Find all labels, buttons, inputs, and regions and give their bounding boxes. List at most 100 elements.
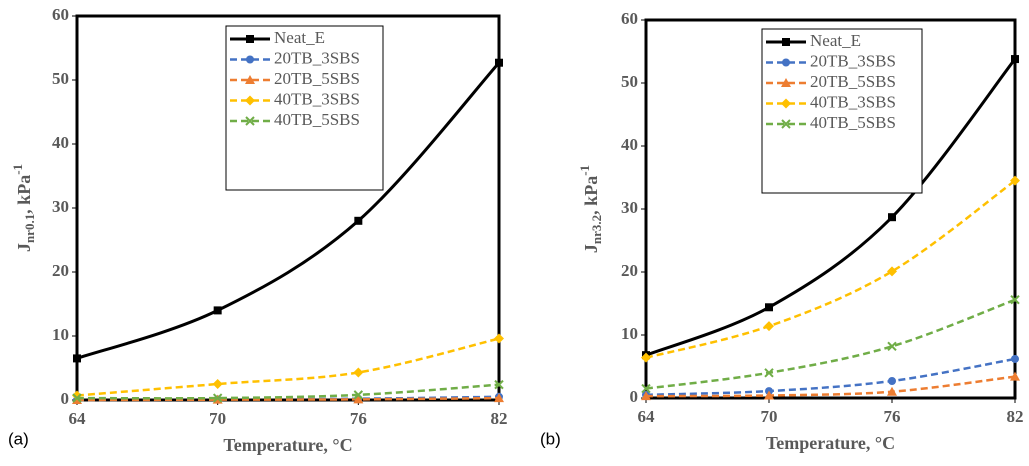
chart-panel: 0 10 20 30 40 50 60 64 70 76 82 Temperature, °C Jnr0… — [8, 5, 508, 455]
marker — [1010, 175, 1020, 186]
y-label-rest: , kPa — [14, 175, 34, 214]
series-line — [76, 396, 500, 402]
x-tick-label: 64 — [638, 407, 656, 426]
chart-panel: 0 10 20 30 40 50 60 64 70 76 82 Temperature, °C Jnr3… — [540, 9, 1024, 453]
marker — [1010, 295, 1020, 305]
marker — [494, 393, 504, 403]
x-tick-label: 76 — [350, 409, 367, 428]
series-line — [76, 61, 501, 360]
y-tick-label: 30 — [621, 198, 638, 217]
y-tick-label: 10 — [52, 325, 69, 344]
legend-label: Neat_E — [810, 31, 861, 50]
legend-marker — [245, 75, 255, 84]
panel-label: (a) — [8, 429, 29, 448]
legend-marker — [245, 95, 255, 106]
y-tick-label: 0 — [61, 389, 70, 408]
legend-label: 40TB_3SBS — [274, 89, 360, 108]
marker — [213, 306, 222, 315]
series-line — [645, 357, 1016, 397]
marker — [494, 333, 504, 344]
y-label-rest: , kPa — [581, 176, 601, 215]
marker — [888, 376, 896, 385]
series-line — [76, 383, 500, 400]
legend-label: 20TB_3SBS — [810, 51, 896, 70]
legend-label: 40TB_5SBS — [274, 110, 360, 129]
legend-marker — [781, 78, 791, 87]
y-tick-label: 30 — [52, 197, 69, 216]
marker — [764, 368, 774, 378]
legend-marker — [782, 38, 790, 46]
x-tick-label: 70 — [209, 409, 226, 428]
marker — [888, 213, 896, 222]
marker — [641, 391, 651, 401]
marker — [765, 303, 773, 312]
legend-label: 20TB_3SBS — [274, 48, 360, 67]
marker — [764, 390, 774, 400]
y-tick-label: 60 — [52, 5, 69, 24]
marker — [887, 341, 897, 352]
marker — [354, 216, 363, 225]
y-tick-label: 60 — [621, 9, 638, 28]
y-axis-label: Jnr3.2, kPa-1 — [577, 165, 604, 253]
x-axis-label: Temperature, °C — [223, 435, 352, 455]
y-tick-label: 0 — [630, 387, 639, 406]
legend-marker — [245, 116, 255, 126]
marker — [1011, 354, 1019, 363]
legend-marker — [246, 35, 254, 43]
legend-box — [761, 28, 923, 194]
series-line — [645, 179, 1016, 359]
marker — [641, 352, 651, 363]
marker — [212, 393, 223, 403]
y-tick-label: 50 — [52, 69, 69, 88]
x-tick-label: 76 — [884, 407, 901, 426]
marker — [887, 386, 897, 396]
y-label-sub: nr0.1 — [22, 214, 37, 243]
marker — [641, 383, 651, 394]
x-tick-label: 82 — [491, 409, 508, 428]
marker — [353, 394, 364, 404]
y-axis-label: Jnr0.1, kPa-1 — [10, 164, 37, 252]
marker — [887, 266, 897, 277]
legend-label: 20TB_5SBS — [810, 72, 896, 91]
x-tick-label: 64 — [69, 409, 87, 428]
marker — [72, 393, 82, 403]
marker — [764, 321, 774, 332]
y-tick-label: 40 — [52, 133, 69, 152]
marker — [353, 367, 364, 378]
marker — [353, 390, 364, 400]
x-axis-label: Temperature, °C — [766, 433, 895, 453]
series-line — [645, 58, 1017, 357]
y-tick-label: 40 — [621, 135, 638, 154]
y-tick-label: 50 — [621, 72, 638, 91]
panel-label: (b) — [540, 429, 561, 448]
y-tick-label: 20 — [52, 261, 69, 280]
y-label-sup: -1 — [10, 164, 25, 175]
legend-label: 20TB_5SBS — [274, 69, 360, 88]
y-tick-label: 10 — [621, 324, 638, 343]
y-label-sub: nr3.2 — [589, 215, 604, 244]
legend-marker — [781, 119, 791, 129]
legend-label: 40TB_5SBS — [810, 113, 896, 132]
marker — [73, 354, 81, 363]
plot-frame — [644, 18, 1017, 400]
marker — [494, 379, 504, 390]
legend-box — [225, 25, 384, 191]
series-line — [645, 298, 1016, 390]
legend-marker — [246, 55, 254, 64]
legend-label: Neat_E — [274, 28, 325, 47]
marker — [1011, 55, 1019, 64]
y-tick-label: 20 — [621, 261, 638, 280]
x-tick-label: 70 — [761, 407, 778, 426]
legend-marker — [781, 98, 791, 109]
marker — [495, 58, 503, 67]
legend-marker — [782, 58, 790, 67]
marker — [212, 379, 223, 389]
y-label-base: J — [581, 244, 601, 253]
y-label-base: J — [14, 243, 34, 252]
legend-label: 40TB_3SBS — [810, 92, 896, 111]
x-tick-label: 82 — [1007, 407, 1024, 426]
marker — [1010, 371, 1020, 381]
y-label-sup: -1 — [577, 165, 592, 176]
